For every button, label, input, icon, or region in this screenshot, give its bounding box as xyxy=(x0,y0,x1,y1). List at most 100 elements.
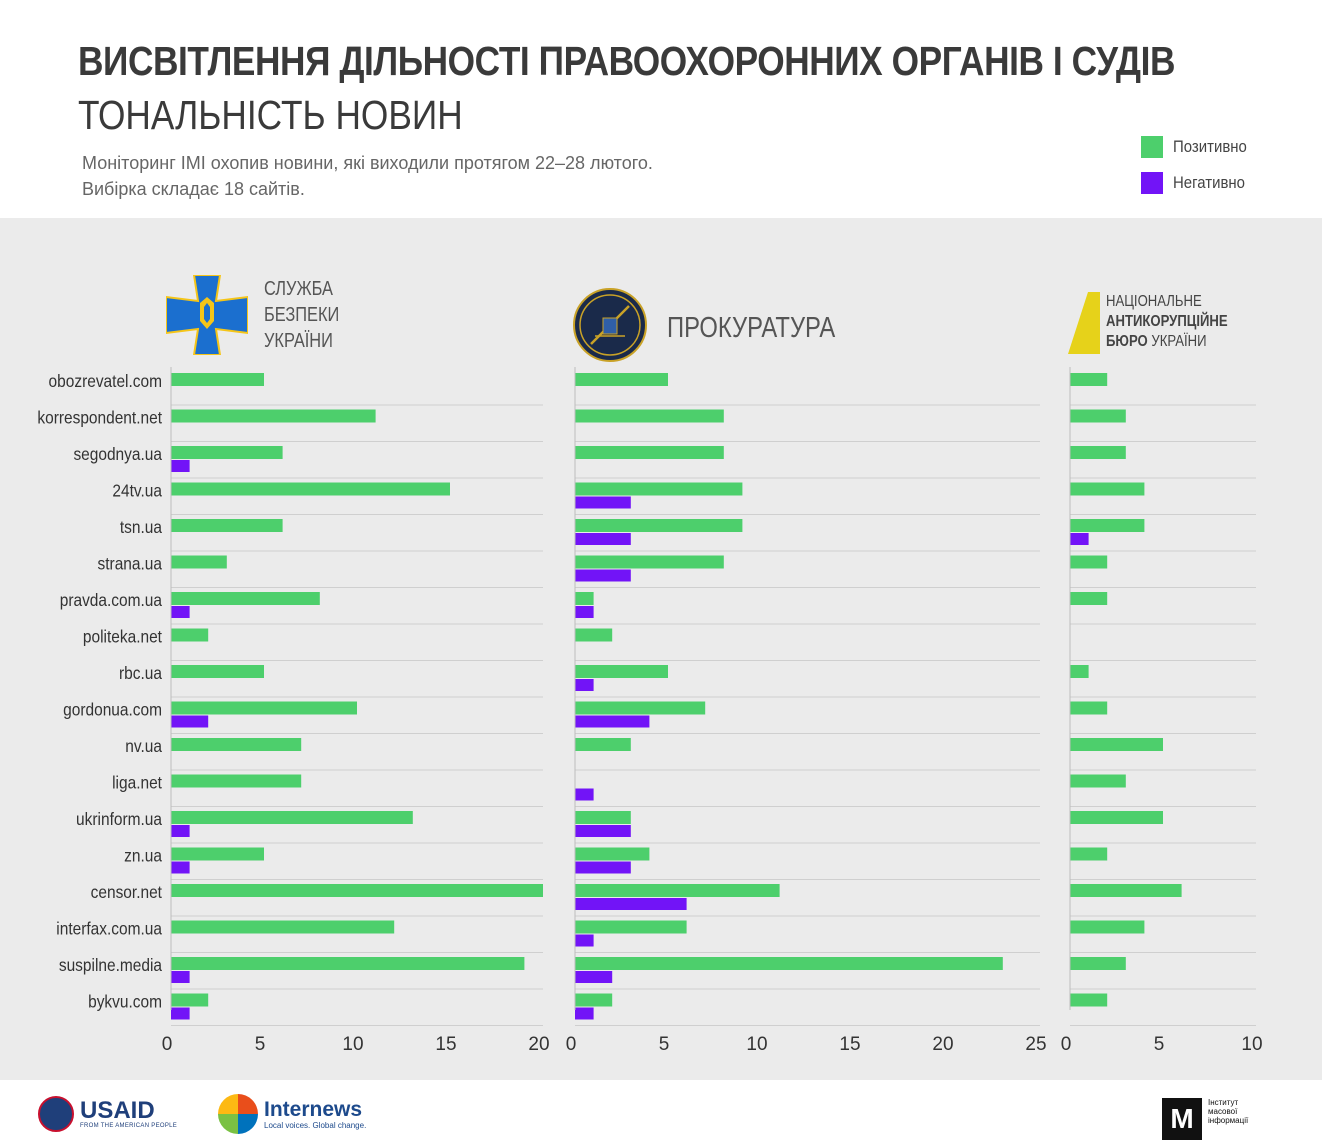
bar-positive xyxy=(171,884,543,897)
bar-negative xyxy=(575,825,631,837)
tick-label: 0 xyxy=(162,1034,173,1055)
header: ВИСВІТЛЕННЯ ДІЛЬНОСТІ ПРАВООХОРОННИХ ОРГ… xyxy=(0,0,1322,218)
chart-area: СЛУЖБА БЕЗПЕКИ УКРАЇНИ ПРОКУРАТУРА НАЦІО… xyxy=(0,218,1322,1080)
bar-positive xyxy=(575,920,687,934)
bar-positive xyxy=(575,957,1003,970)
bar-positive xyxy=(1070,884,1182,897)
nabu-line-3b: УКРАЇНИ xyxy=(1151,333,1207,350)
category-label-censor-net: censor.net xyxy=(91,882,163,902)
legend: Позитивно Негативно xyxy=(1141,136,1257,208)
chart-description: Моніторинг ІМІ охопив новини, які виходи… xyxy=(82,150,653,202)
bar-positive xyxy=(575,628,613,642)
internews-icon xyxy=(218,1094,258,1134)
bar-negative xyxy=(575,679,594,691)
bar-positive xyxy=(1070,373,1108,386)
internews-text: Internews Local voices. Global change. xyxy=(264,1097,367,1130)
bar-positive xyxy=(575,701,706,715)
bar-positive xyxy=(1070,811,1163,824)
category-label-interfax-com-ua: interfax.com.ua xyxy=(56,918,162,938)
tick-label: 20 xyxy=(932,1034,953,1055)
bar-negative xyxy=(575,715,650,728)
bar-negative xyxy=(575,788,594,801)
nabu-line-3a: БЮРО xyxy=(1106,333,1148,350)
tick-label: 5 xyxy=(1154,1034,1165,1055)
bar-positive xyxy=(575,665,668,678)
bar-positive xyxy=(171,811,413,824)
nabu-line-2: АНТИКОРУПЦІЙНЕ xyxy=(1106,313,1228,330)
category-label-politeka-net: politeka.net xyxy=(83,626,162,646)
bar-positive xyxy=(171,555,227,569)
legend-swatch-negative xyxy=(1141,172,1163,194)
internews-name: Internews xyxy=(264,1097,363,1121)
bar-negative xyxy=(575,934,594,947)
prosecutor-logo xyxy=(573,288,647,367)
bar-positive xyxy=(575,555,724,569)
bar-positive xyxy=(171,482,450,496)
bar-positive xyxy=(171,738,302,751)
category-label-rbc-ua: rbc.ua xyxy=(119,663,163,683)
description-line-2: Вибірка складає 18 сайтів. xyxy=(82,179,305,199)
bar-positive xyxy=(1070,555,1108,569)
bar-negative xyxy=(575,898,687,910)
tick-label: 0 xyxy=(566,1034,577,1055)
category-label-segodnya-ua: segodnya.ua xyxy=(73,444,162,464)
bar-positive xyxy=(171,701,357,715)
bar-positive xyxy=(1070,519,1145,532)
bar-positive xyxy=(575,884,780,897)
imi-text: Інститут масової інформації xyxy=(1208,1098,1249,1125)
bar-positive xyxy=(1070,738,1163,751)
usaid-seal-icon xyxy=(38,1096,74,1132)
bar-positive xyxy=(1070,409,1126,423)
bar-negative xyxy=(171,861,190,874)
category-label-suspilne-media: suspilne.media xyxy=(59,955,163,975)
bar-positive xyxy=(575,519,743,532)
internews-logo: Internews Local voices. Global change. xyxy=(218,1094,366,1134)
bar-negative xyxy=(171,971,190,983)
description-line-1: Моніторинг ІМІ охопив новини, які виходи… xyxy=(82,153,653,173)
category-label-nv-ua: nv.ua xyxy=(125,736,162,756)
tick-label: 0 xyxy=(1061,1034,1072,1055)
tick-label: 15 xyxy=(839,1034,860,1055)
bar-positive xyxy=(575,811,631,824)
bar-positive xyxy=(1070,847,1108,861)
bar-positive xyxy=(171,920,395,934)
footer: USAID FROM THE AMERICAN PEOPLE Internews… xyxy=(0,1080,1322,1148)
prosecutor-emblem-icon xyxy=(573,288,647,362)
category-label-ukrinform-ua: ukrinform.ua xyxy=(76,809,163,829)
bar-positive xyxy=(171,592,320,605)
bar-negative xyxy=(171,460,190,472)
usaid-tagline: FROM THE AMERICAN PEOPLE xyxy=(80,1123,178,1129)
bar-positive xyxy=(1070,701,1108,715)
bar-positive xyxy=(575,482,743,496)
bar-positive xyxy=(171,628,209,642)
tick-label: 10 xyxy=(342,1034,363,1055)
tick-label: 10 xyxy=(1241,1034,1262,1055)
bar-negative xyxy=(575,569,631,582)
bar-positive xyxy=(1070,993,1108,1007)
nabu-logo xyxy=(1068,292,1100,359)
bar-negative xyxy=(575,496,631,509)
internews-tagline: Local voices. Global change. xyxy=(264,1120,367,1130)
tick-label: 10 xyxy=(746,1034,767,1055)
tick-label: 5 xyxy=(255,1034,266,1055)
legend-label-positive: Позитивно xyxy=(1173,137,1247,156)
bar-positive xyxy=(1070,920,1145,934)
legend-item-negative: Негативно xyxy=(1141,172,1257,194)
bar-positive xyxy=(171,847,264,861)
bar-positive xyxy=(171,519,283,532)
bar-positive xyxy=(1070,482,1145,496)
category-label-gordonua-com: gordonua.com xyxy=(63,699,162,719)
bar-positive xyxy=(1070,592,1108,605)
sbu-line-3: УКРАЇНИ xyxy=(264,330,333,352)
bar-positive xyxy=(171,665,264,678)
tick-label: 5 xyxy=(659,1034,670,1055)
chart-title: ВИСВІТЛЕННЯ ДІЛЬНОСТІ ПРАВООХОРОННИХ ОРГ… xyxy=(78,38,1175,84)
bar-negative xyxy=(575,861,631,874)
category-label-obozrevatel-com: obozrevatel.com xyxy=(49,371,162,391)
bar-negative xyxy=(171,606,190,618)
bar-positive xyxy=(575,373,668,386)
bar-positive xyxy=(575,592,594,605)
bar-positive xyxy=(575,847,650,861)
bar-positive xyxy=(171,373,264,386)
bar-negative xyxy=(575,971,613,983)
